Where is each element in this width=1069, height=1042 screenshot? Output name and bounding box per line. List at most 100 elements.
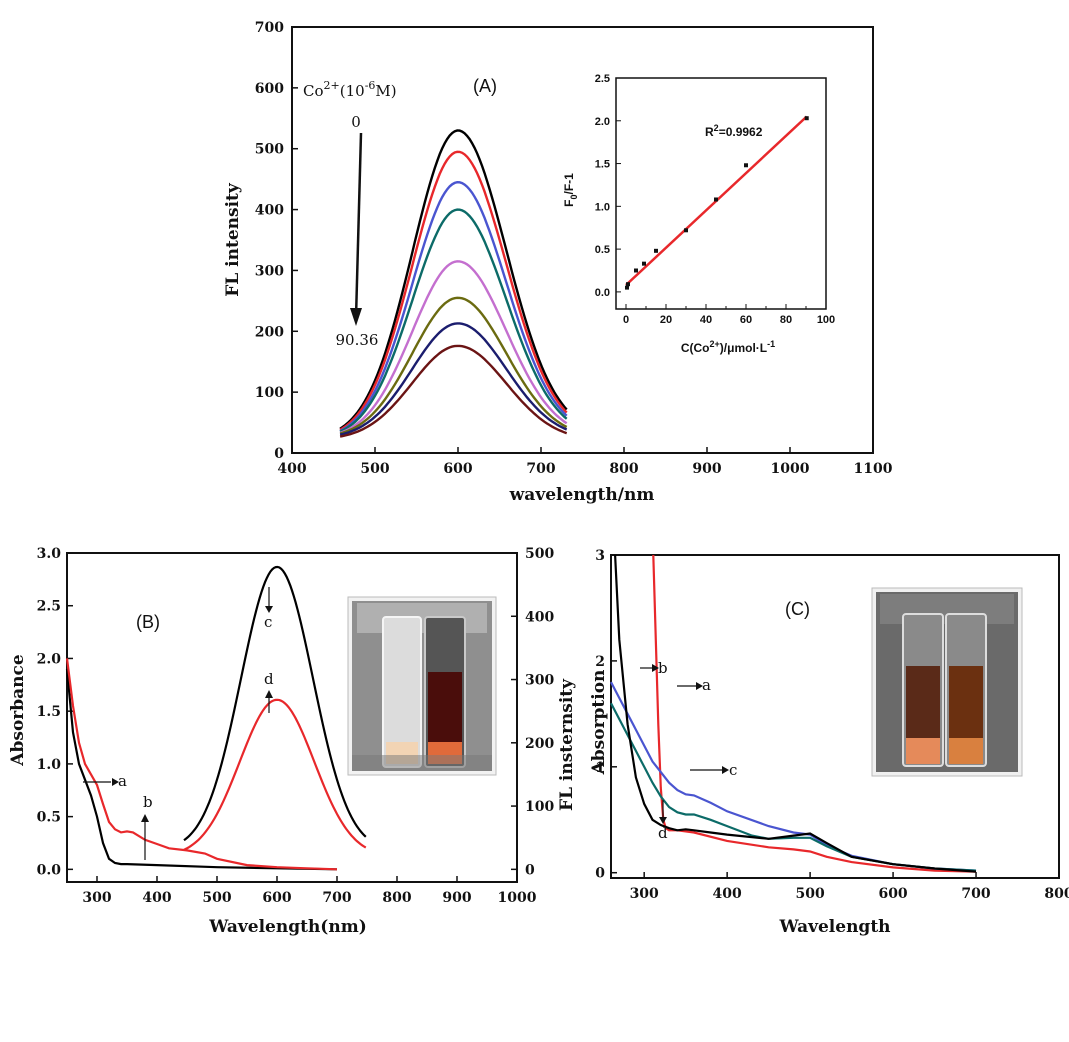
panel-a-ytick-label: 0 <box>274 446 284 462</box>
panel-b-xtick-label: 800 <box>382 890 411 906</box>
panel-c-arrowhead-b <box>652 664 659 672</box>
panel-b-y2tick-label: 100 <box>525 799 554 815</box>
panel-b-series-d <box>183 698 367 851</box>
panel-c-xtick-label: 600 <box>878 886 907 902</box>
panel-a-ytick-label: 700 <box>255 20 284 36</box>
inset-ytick-label: 0.5 <box>595 244 610 256</box>
panel-a-xtick-label: 800 <box>609 461 638 477</box>
inset-point <box>634 268 638 273</box>
panel-b-series-a <box>65 668 338 871</box>
panel-a-frame <box>291 26 874 454</box>
panel-c-xtick-label: 500 <box>795 886 824 902</box>
panel-b-xlabel: Wavelength(nm) <box>208 917 367 937</box>
panel-c-xlabel: Wavelength <box>778 917 890 937</box>
panel-a-conc-end: 90.36 <box>336 331 379 349</box>
panel-a-ytick-label: 500 <box>255 142 284 158</box>
panel-a-ytick-label: 300 <box>255 263 284 279</box>
panel-a-series-7 <box>339 322 568 436</box>
panel-b-frame <box>66 552 518 883</box>
inset-ytick-label: 0.0 <box>595 287 610 299</box>
panel-a-ylabel: FL intensity <box>223 182 243 297</box>
panel-a-xtick-label: 600 <box>443 461 472 477</box>
panel-c-cuvette-photo <box>871 587 1023 777</box>
panel-a-label: (A) <box>473 76 497 96</box>
panel-b-label-b: b <box>143 793 153 811</box>
panel-a-xlabel: wavelength/nm <box>509 485 655 505</box>
panel-b-arrowhead-d <box>265 690 273 698</box>
panel-a-series-2 <box>339 150 568 431</box>
panel-a-xtick-label: 500 <box>360 461 389 477</box>
panel-b-ytick-label: 0.0 <box>37 862 62 878</box>
panel-b-series-b <box>65 658 338 871</box>
panel-a-conc-arrowhead <box>350 308 362 326</box>
panel-b-curves <box>65 565 367 871</box>
panel-a-curves <box>339 129 568 438</box>
panel-b-label: (B) <box>136 612 160 632</box>
panel-b-xtick-label: 1000 <box>498 890 537 906</box>
inset-xtick-label: 0 <box>623 314 629 326</box>
panel-c-xtick-label: 700 <box>961 886 990 902</box>
inset-ytick-label: 1.0 <box>595 201 610 213</box>
panel-b-arrowhead-b <box>141 814 149 822</box>
inset-point <box>714 197 718 202</box>
inset-xtick-label: 40 <box>700 314 712 326</box>
panel-b-ytick-label: 2.0 <box>37 651 62 667</box>
panel-a-xtick-label: 400 <box>277 461 306 477</box>
panel-c-arrowhead-a <box>696 682 703 690</box>
panel-a-xtick-label: 900 <box>692 461 721 477</box>
panel-b-y2tick-label: 200 <box>525 736 554 752</box>
panel-b-ytick-label: 1.5 <box>37 704 61 720</box>
inset-xtick-label: 80 <box>780 314 792 326</box>
panel-c-xtick-label: 300 <box>630 886 659 902</box>
panel-b-ytick-label: 3.0 <box>37 546 62 562</box>
panel-b: 300 400 500 600 700 800 900 10000.00.51.01.52.0… <box>8 546 577 937</box>
panel-a-ytick-label: 400 <box>255 203 284 219</box>
panel-a-series-5 <box>339 260 568 435</box>
panel-c-label: (C) <box>785 599 810 619</box>
panel-b-y2tick-label: 400 <box>525 609 554 625</box>
panel-c-ticks: 300 400 500 600 700 800 0 1 2 3 <box>595 548 1069 902</box>
panel-b-ytick-label: 1.0 <box>37 757 62 773</box>
panel-a-series-6 <box>339 296 568 435</box>
panel-b-xtick-label: 600 <box>262 890 291 906</box>
inset-point <box>642 261 646 266</box>
panel-b-ticks: 300 400 500 600 700 800 900 10000.00.51.01.52.0… <box>37 546 555 906</box>
panel-b-label-a: a <box>118 772 127 790</box>
panel-a-ytick-label: 600 <box>255 81 284 97</box>
inset-point <box>654 248 658 253</box>
inset-point <box>625 285 629 290</box>
panel-b-arrowhead-a <box>112 778 119 786</box>
panel-a-ytick-label: 200 <box>255 324 284 340</box>
inset-point <box>626 282 630 287</box>
inset-xtick-label: 100 <box>817 314 835 326</box>
panel-b-y2tick-label: 0 <box>525 862 535 878</box>
panel-a-xtick-label: 1100 <box>854 461 893 477</box>
panel-b-label-d: d <box>264 670 274 688</box>
inset-xtick-label: 60 <box>740 314 752 326</box>
inset-ytick-label: 2.0 <box>595 116 610 128</box>
panel-b-xtick-label: 500 <box>202 890 231 906</box>
panel-a-ticks: 400 500 600 700 800 900 1000 110001002003004005… <box>255 20 893 477</box>
panel-a-series-3 <box>339 180 568 433</box>
inset-xtick-label: 20 <box>660 314 672 326</box>
panel-c-label-b: b <box>658 659 668 677</box>
inset-r2: R2=0.9962 <box>705 123 763 139</box>
panel-c-label-d: d <box>658 824 668 842</box>
panel-a-conc-arrow <box>354 132 363 319</box>
inset-ytick-label: 1.5 <box>595 159 610 171</box>
panel-b-cuvette-photo <box>347 596 497 776</box>
panel-a-conc-title: Co2+(10-6M) <box>303 79 397 100</box>
panel-b-y2tick-label: 500 <box>525 546 554 562</box>
inset-ytick-label: 2.5 <box>595 73 610 85</box>
inset-ylabel: F0/F-1 <box>562 173 579 207</box>
panel-a-xtick-label: 700 <box>526 461 555 477</box>
panel-c-label-a: a <box>702 676 711 694</box>
panel-c-ytick-label: 0 <box>595 866 605 882</box>
panel-b-ytick-label: 2.5 <box>37 599 61 615</box>
panel-c-ylabel: Absorption <box>589 670 609 776</box>
panel-a-series-4 <box>339 208 568 433</box>
inset-point <box>804 116 809 121</box>
panel-c-series-d <box>614 554 977 873</box>
panel-c-frame <box>610 554 1060 879</box>
panel-b-series-c <box>183 565 367 842</box>
